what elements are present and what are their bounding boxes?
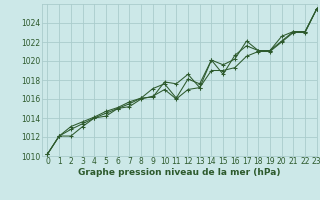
X-axis label: Graphe pression niveau de la mer (hPa): Graphe pression niveau de la mer (hPa) (78, 168, 280, 177)
